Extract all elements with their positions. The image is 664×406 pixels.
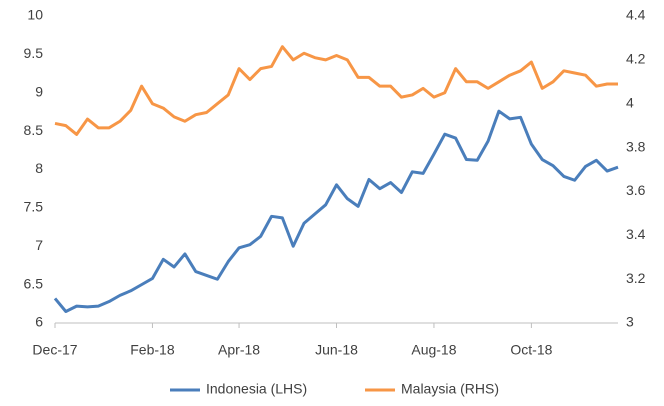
y-tick-label: 9 (35, 83, 43, 99)
x-tick-label: Feb-18 (130, 342, 175, 358)
y2-tick-label: 3.6 (626, 182, 646, 198)
y2-tick-label: 3 (626, 314, 634, 330)
y-tick-label: 6.5 (24, 275, 44, 291)
y-tick-label: 7.5 (24, 199, 44, 215)
series-line (53, 109, 619, 313)
y2-tick-label: 4 (626, 94, 634, 110)
series-line (54, 45, 618, 136)
x-tick-label: Jun-18 (315, 342, 358, 358)
x-tick-label: Apr-18 (218, 342, 260, 358)
y-tick-label: 6 (35, 314, 43, 330)
y-tick-label: 9.5 (24, 45, 44, 61)
y2-tick-label: 4.4 (626, 7, 646, 23)
legend-label: Indonesia (LHS) (206, 381, 307, 397)
x-tick-label: Dec-17 (32, 342, 77, 358)
y-tick-label: 10 (27, 7, 43, 23)
y-tick-label: 8.5 (24, 122, 44, 138)
y2-tick-label: 3.8 (626, 138, 646, 154)
y-tick-label: 8 (35, 160, 43, 176)
x-tick-label: Oct-18 (510, 342, 552, 358)
y2-tick-label: 3.2 (626, 270, 646, 286)
y-tick-label: 7 (35, 237, 43, 253)
legend-label: Malaysia (RHS) (401, 381, 499, 397)
y2-tick-label: 3.4 (626, 226, 646, 242)
y2-tick-label: 4.2 (626, 51, 646, 67)
x-tick-label: Aug-18 (411, 342, 456, 358)
